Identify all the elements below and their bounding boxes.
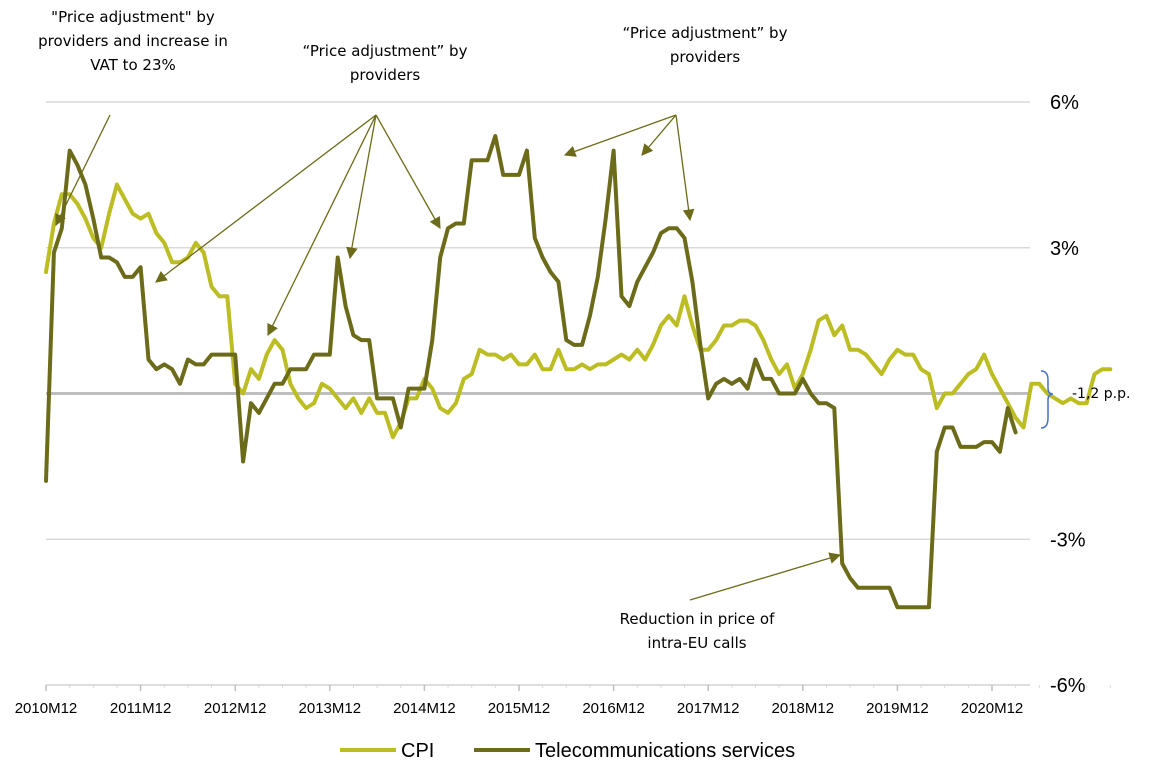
x-tick-label: 2013M12 xyxy=(299,700,362,717)
annotation-arrow xyxy=(375,114,441,230)
annotation-text: “Price adjustment” by providers xyxy=(303,42,468,84)
annotation-arrow xyxy=(689,552,842,601)
annotation-line: VAT to 23% xyxy=(90,56,176,74)
x-tick-label: 2016M12 xyxy=(582,700,645,717)
annotation-arrows xyxy=(55,114,842,601)
annotation-line: “Price adjustment” by xyxy=(623,24,788,42)
legend: CPI Telecommunications services xyxy=(340,740,795,762)
x-tick-label: 2017M12 xyxy=(677,700,740,717)
cpi-line xyxy=(44,182,1113,440)
x-tick-label: 2018M12 xyxy=(772,700,835,717)
x-tick-label: 2019M12 xyxy=(866,700,929,717)
legend-label-telecom: Telecommunications services xyxy=(535,740,795,762)
annotation-line: “Price adjustment” by xyxy=(303,42,468,60)
x-tick-label: 2012M12 xyxy=(204,700,267,717)
x-tick-label: 2010M12 xyxy=(15,700,78,717)
gap-bracket-shape xyxy=(1040,370,1054,429)
annotation-line: "Price adjustment" by xyxy=(51,8,215,26)
series-lines xyxy=(44,134,1113,610)
annotation-line: providers xyxy=(350,66,420,84)
y-tick-label: -3% xyxy=(1050,529,1086,551)
x-tick-label: 2014M12 xyxy=(393,700,456,717)
annotation-arrow xyxy=(267,114,377,337)
x-tick-label: 2011M12 xyxy=(110,700,171,717)
annotation-line: providers xyxy=(670,48,740,66)
annotation-arrow xyxy=(346,114,377,260)
gap-bracket: -1,2 p.p. xyxy=(1040,370,1130,429)
legend-label-cpi: CPI xyxy=(401,740,434,762)
annotation-text: Reduction in price of intra-EU calls xyxy=(620,610,775,652)
y-axis-ticks: 6% 3% -3% -6% xyxy=(1050,92,1086,697)
x-tick-label: 2015M12 xyxy=(488,700,551,717)
annotation-arrow xyxy=(641,114,677,156)
annotation-arrow xyxy=(55,114,111,227)
y-tick-label: 3% xyxy=(1050,238,1079,260)
annotation-line: intra-EU calls xyxy=(647,634,746,652)
annotation-arrow xyxy=(563,114,677,157)
gap-label: -1,2 p.p. xyxy=(1072,386,1130,402)
x-axis: 2010M12 2011M12 2012M12 2013M12 2014M12 2015M… xyxy=(15,684,1111,717)
annotation-arrow xyxy=(155,114,377,283)
y-tick-label: -6% xyxy=(1050,675,1086,697)
annotation-text: “Price adjustment” by providers xyxy=(623,24,788,66)
annotation-text: "Price adjustment" by providers and incre… xyxy=(38,8,228,74)
annotation-line: Reduction in price of xyxy=(620,610,775,628)
annotation-line: providers and increase in xyxy=(38,32,228,50)
telecom-line xyxy=(44,134,1018,610)
annotation-arrow xyxy=(675,114,695,222)
gridlines xyxy=(46,101,1030,686)
y-tick-label: 6% xyxy=(1050,92,1079,114)
x-tick-label: 2020M12 xyxy=(961,700,1024,717)
annotations: "Price adjustment" by providers and incre… xyxy=(38,8,787,652)
